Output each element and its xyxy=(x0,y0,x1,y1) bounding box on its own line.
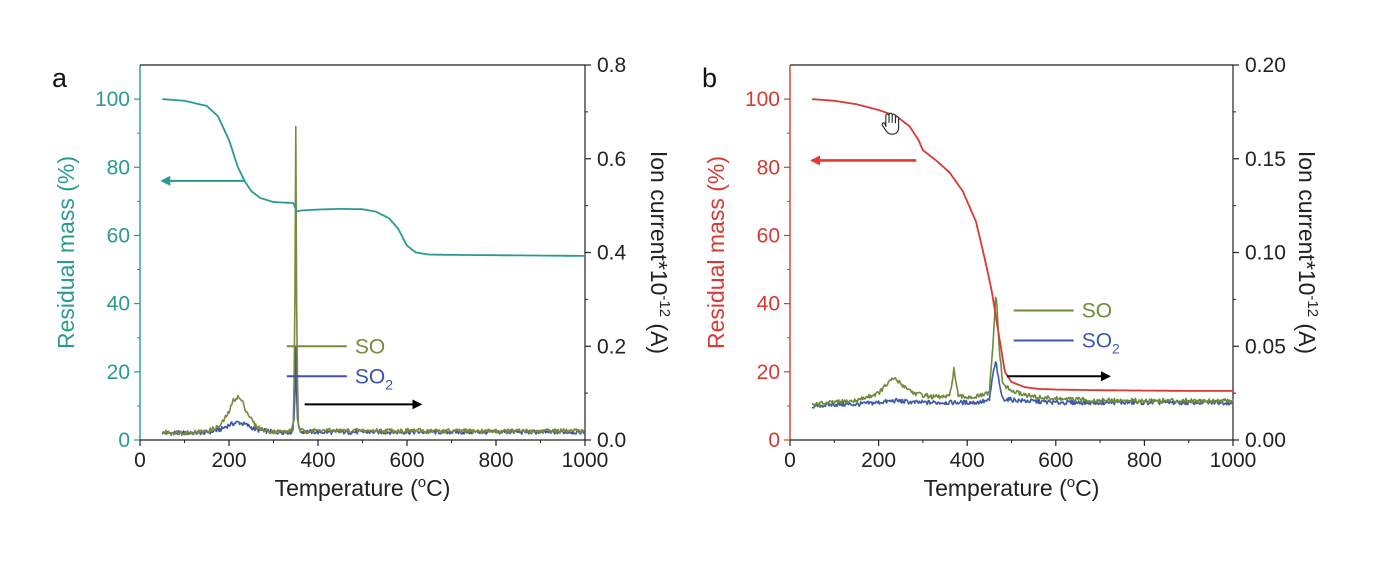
y-axis-label-right-sup: -12 xyxy=(656,295,673,317)
x-tick-label: 1000 xyxy=(562,449,609,472)
x-tick-label: 0 xyxy=(784,449,796,472)
panel-label: a xyxy=(52,63,68,93)
panel-label: b xyxy=(702,63,717,93)
x-axis-label-text: C) xyxy=(1075,475,1099,501)
y-tick-label-left: 60 xyxy=(757,224,780,247)
hand-pointer-shape xyxy=(881,112,900,135)
y-axis-label-right-text: Ion current*10 xyxy=(1294,151,1320,295)
y-tick-label-left: 20 xyxy=(757,361,780,384)
y-axis-label-right: Ion current*10-12 (A) xyxy=(646,151,673,354)
y-axis-label-left: Residual mass (%) xyxy=(703,156,729,349)
x-tick-label: 1000 xyxy=(1210,449,1257,472)
y-axis-label-right-sup: -12 xyxy=(1304,295,1321,317)
y-axis-label-right-text: (A) xyxy=(646,317,672,354)
y-tick-label-left: 80 xyxy=(757,156,780,179)
x-tick-label: 0 xyxy=(134,449,146,472)
legend-label-text: SO xyxy=(1082,329,1112,352)
y-tick-label-right: 0.20 xyxy=(1245,54,1286,77)
y-tick-label-left: 0 xyxy=(118,429,130,452)
legend-label-sub: 2 xyxy=(385,376,393,392)
x-axis-label-sup: o xyxy=(1067,474,1075,491)
y-tick-label-left: 80 xyxy=(107,156,130,179)
legend-label-so2: SO2 xyxy=(355,365,393,392)
legend-label-so: SO xyxy=(355,335,385,358)
x-tick-label: 600 xyxy=(1038,449,1073,472)
y-tick-label-right: 0.6 xyxy=(597,148,626,171)
y-tick-label-right: 0.0 xyxy=(597,429,626,452)
y-axis-label-left: Residual mass (%) xyxy=(53,156,79,349)
y-tick-label-right: 0.05 xyxy=(1245,335,1286,358)
series-line-so2 xyxy=(161,346,586,436)
y-tick-label-right: 0.00 xyxy=(1245,429,1286,452)
y-tick-label-left: 100 xyxy=(95,88,130,111)
y-axis-label-right-text: Ion current*10 xyxy=(646,151,672,295)
y-tick-label-left: 0 xyxy=(768,429,780,452)
residual-mass-line xyxy=(812,98,1233,392)
x-axis-label: Temperature (oC) xyxy=(924,474,1100,501)
residual-mass-line xyxy=(162,98,585,257)
y-axis-label-right: Ion current*10-12 (A) xyxy=(1294,151,1321,354)
x-tick-label: 800 xyxy=(1127,449,1162,472)
x-tick-label: 200 xyxy=(861,449,896,472)
y-tick-label-left: 40 xyxy=(757,293,780,316)
legend-label-so: SO xyxy=(1082,299,1112,322)
legend-label-so2: SO2 xyxy=(1082,329,1120,356)
x-axis-label-text: Temperature ( xyxy=(275,475,419,501)
x-tick-label: 400 xyxy=(300,449,335,472)
y-tick-label-right: 0.2 xyxy=(597,335,626,358)
x-axis-label-sup: o xyxy=(418,474,426,491)
y-tick-label-left: 100 xyxy=(745,88,780,111)
legend-label-sub: 2 xyxy=(1112,340,1120,356)
y-tick-label-right: 0.8 xyxy=(597,54,626,77)
y-tick-label-left: 60 xyxy=(107,224,130,247)
hand-pointer-icon xyxy=(881,112,900,135)
y-axis-label-right-text: (A) xyxy=(1294,317,1320,354)
y-tick-label-left: 40 xyxy=(107,293,130,316)
y-tick-label-left: 20 xyxy=(107,361,130,384)
legend-label-text: SO xyxy=(355,365,385,388)
x-tick-label: 600 xyxy=(389,449,424,472)
x-tick-label: 800 xyxy=(478,449,513,472)
x-tick-label: 400 xyxy=(950,449,985,472)
y-tick-label-right: 0.4 xyxy=(597,242,627,265)
series-line-so xyxy=(161,125,586,436)
x-axis-label-text: C) xyxy=(426,475,450,501)
x-axis-label-text: Temperature ( xyxy=(924,475,1068,501)
y-tick-label-right: 0.15 xyxy=(1245,148,1286,171)
y-tick-label-right: 0.10 xyxy=(1245,242,1286,265)
series-line-so xyxy=(811,296,1234,407)
x-axis-label: Temperature (oC) xyxy=(275,474,451,501)
chart-panel-b: 0 200 400 600 800 1000 0 20 40 60 80 100 0.00 0.05 0.1… xyxy=(702,54,1321,501)
x-tick-label: 200 xyxy=(211,449,246,472)
chart-panel-a: 0 200 400 600 800 1000 0 20 40 60 80 100 0.0 0.2 0.4 0.… xyxy=(52,54,673,501)
